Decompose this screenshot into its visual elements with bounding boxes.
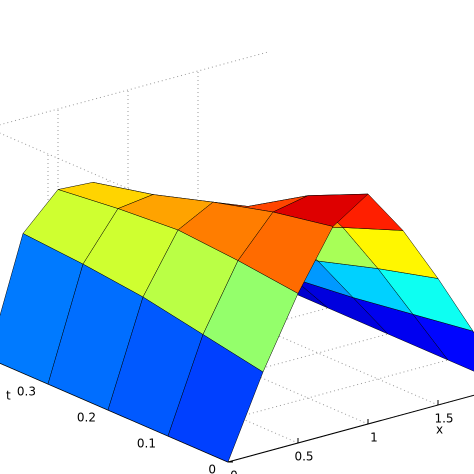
y-tick-label: 0	[208, 463, 216, 474]
surface-cell	[167, 334, 264, 463]
x-tick-label: 0.5	[294, 450, 313, 464]
x-tick-label: 0	[230, 469, 238, 474]
y-tick-label: 0.3	[17, 385, 36, 399]
grid-line	[0, 51, 269, 126]
x-tick-label: 1.5	[434, 412, 453, 426]
y-tick-label: 0.1	[137, 437, 156, 451]
y-axis-label: t	[6, 389, 11, 403]
x-tick-label: 1	[370, 431, 378, 445]
x-axis-label: x	[436, 423, 443, 437]
y-tick-label: 0.2	[77, 411, 96, 425]
